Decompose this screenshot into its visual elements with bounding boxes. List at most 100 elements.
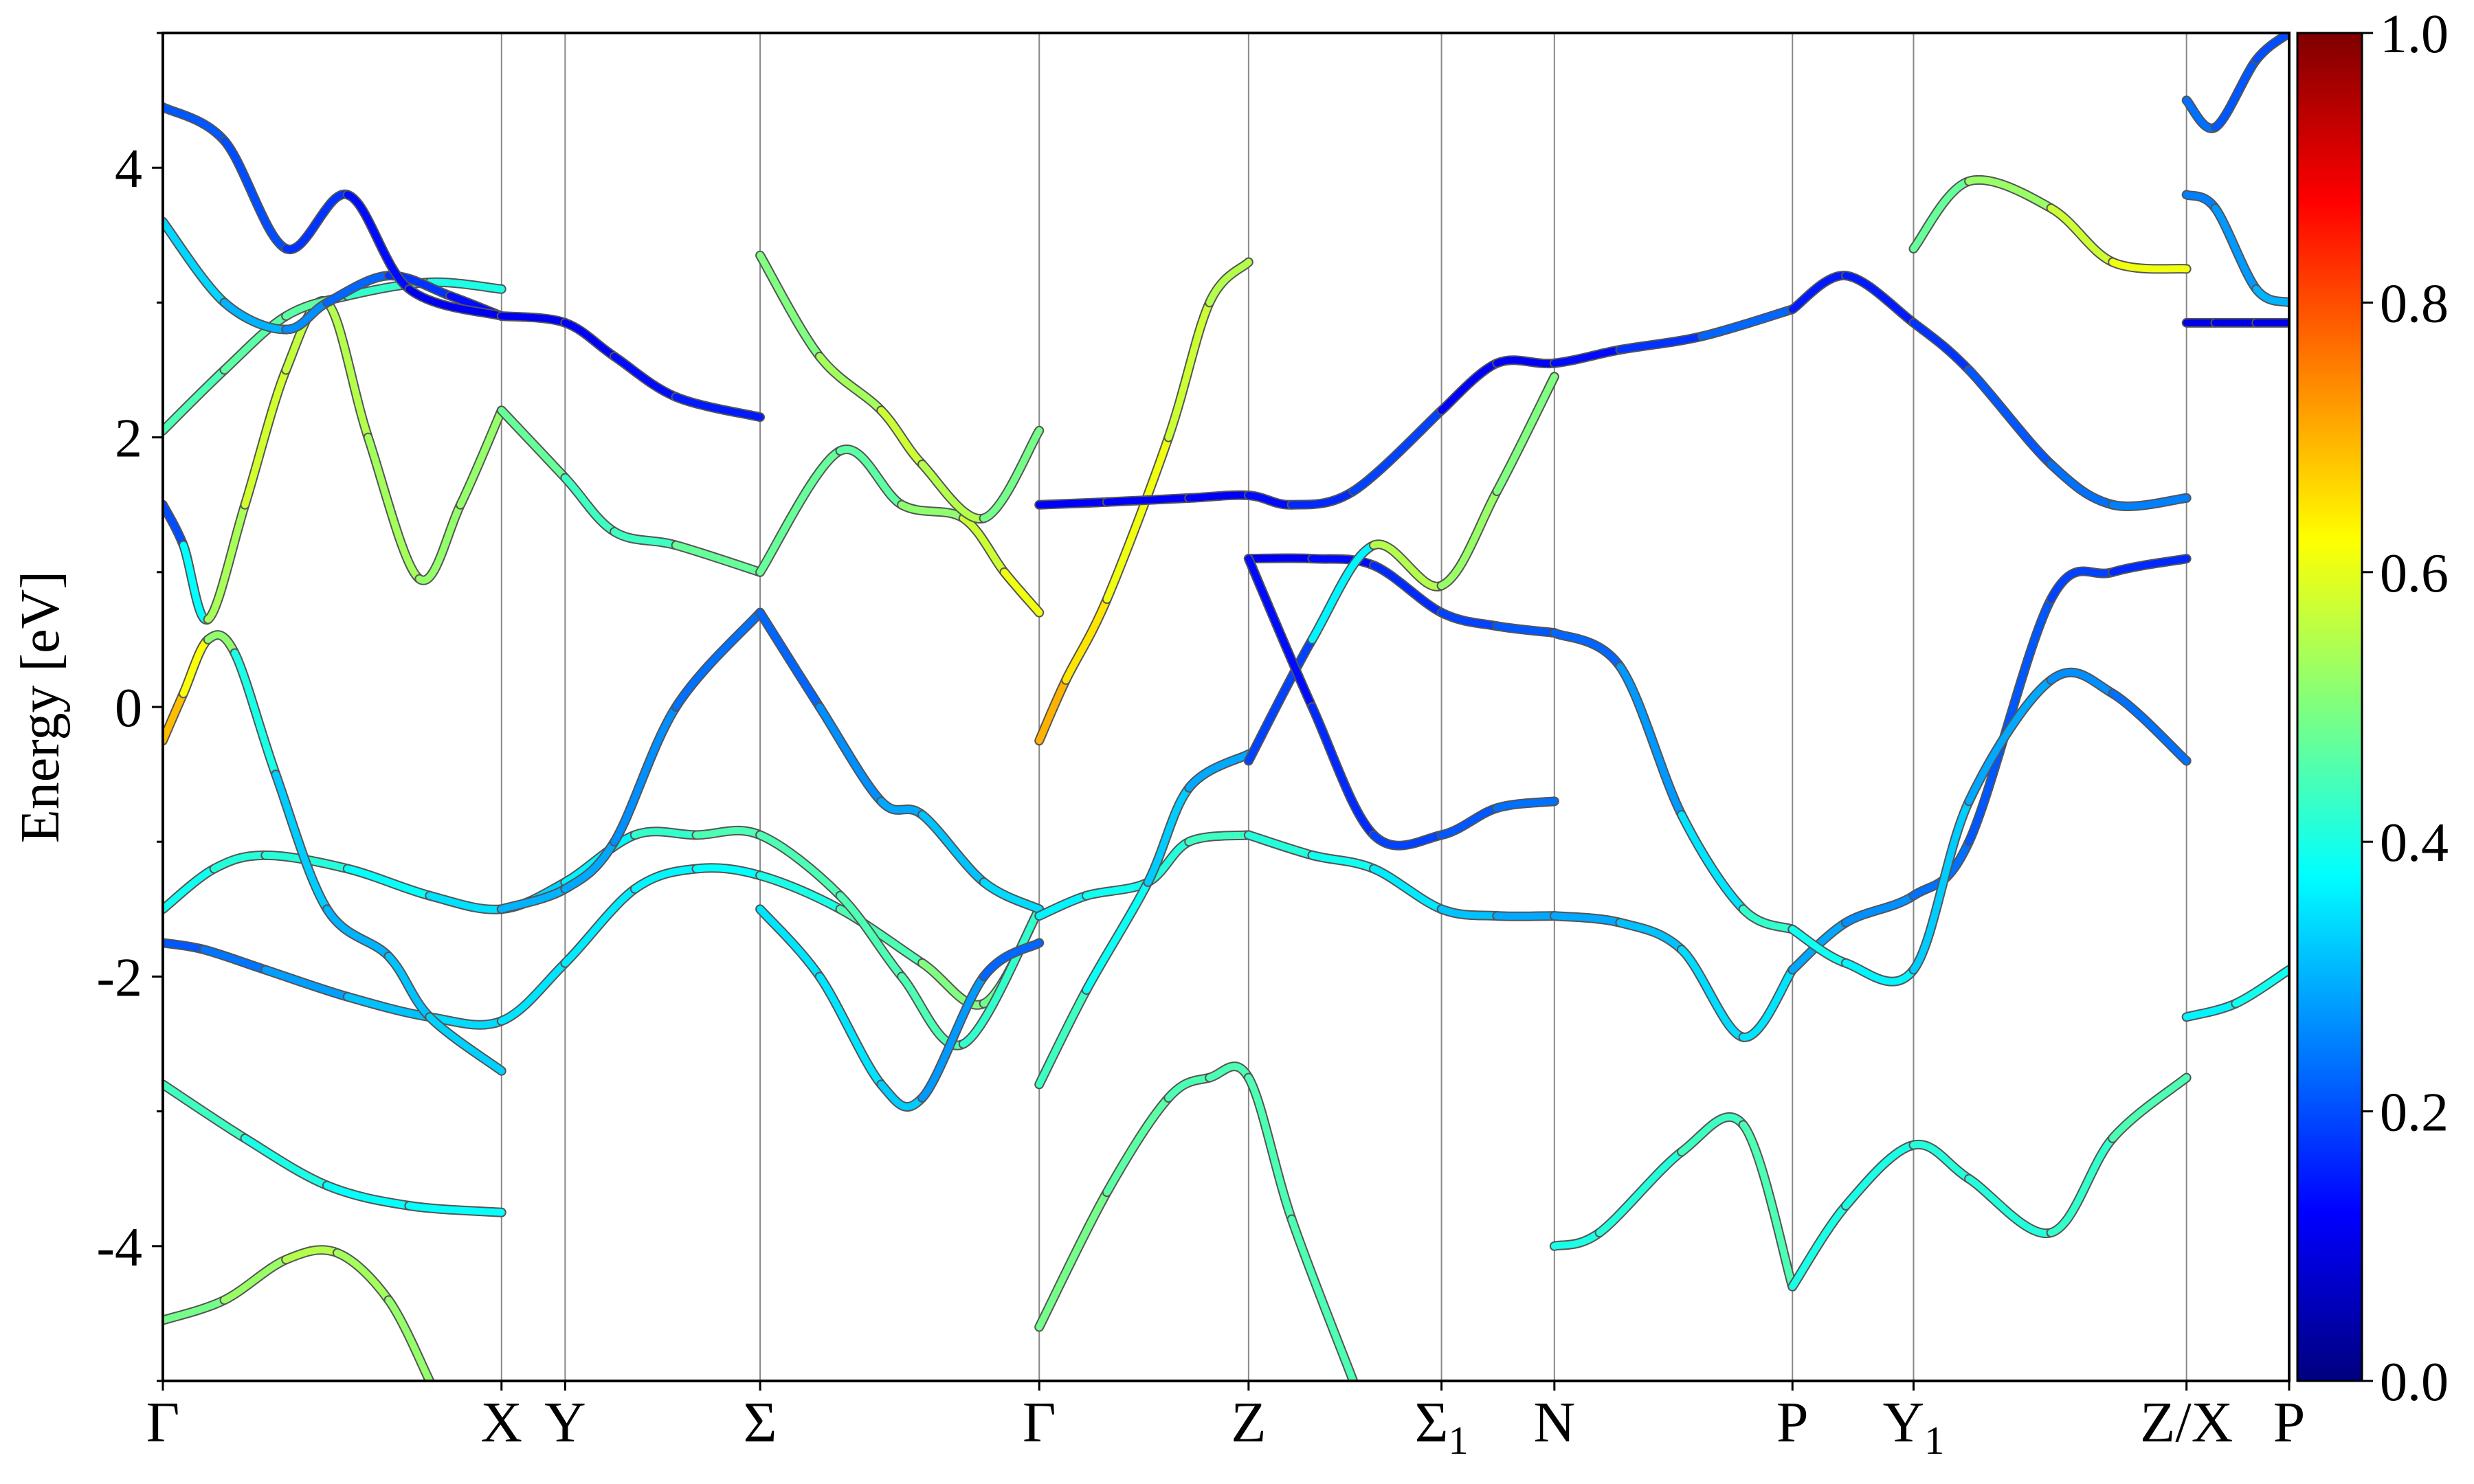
x-tick-label: P [1776, 1391, 1809, 1454]
band-27 [1549, 911, 1798, 1042]
band-segment [2047, 460, 2117, 508]
band-segment [836, 446, 906, 508]
band-segment [836, 906, 926, 967]
band-segment [1910, 798, 1973, 974]
band-37 [2181, 965, 2289, 1022]
band-segment [816, 704, 885, 805]
band-segment [282, 1246, 341, 1263]
band-segment [561, 885, 638, 967]
band-segment [898, 973, 967, 1049]
band-segment [1165, 299, 1214, 441]
band-segment [457, 407, 505, 508]
band-segment [1206, 1063, 1252, 1081]
band-segment [1206, 258, 1252, 306]
x-tick-label: P [2273, 1391, 2306, 1454]
band-20 [1034, 1061, 1359, 1381]
band-segment [1965, 366, 2055, 468]
band-segment [693, 864, 764, 879]
band-36 [2181, 190, 2289, 308]
x-tick-label: Γ [146, 1391, 180, 1454]
band-segment [1308, 555, 1378, 569]
band-segment [163, 865, 218, 913]
band-segment [204, 501, 249, 623]
band-31 [1787, 667, 2192, 987]
band-segment [200, 946, 269, 974]
band-7 [163, 1079, 506, 1217]
band-segment [1965, 596, 2055, 846]
x-tick-label: N [1534, 1391, 1576, 1454]
band-segment [631, 865, 700, 892]
band-2 [163, 630, 506, 1076]
band-segment [2109, 494, 2190, 510]
band-segment [1616, 663, 1685, 818]
colorbar-tick-label: 1.0 [2380, 4, 2449, 65]
band-segment [2253, 33, 2289, 64]
band-segment [919, 811, 988, 886]
band-22 [1243, 830, 1559, 921]
band-segment [757, 831, 844, 899]
band-segment [1842, 272, 1917, 326]
band-segment [1550, 1229, 1603, 1250]
band-segment [221, 1256, 290, 1304]
band-segment [498, 959, 569, 1025]
band-segment [1789, 272, 1849, 313]
band-segment [1103, 1094, 1172, 1196]
band-segment [980, 879, 1043, 913]
band-segment [272, 771, 331, 913]
band-33 [1908, 175, 2192, 274]
band-segment [1438, 805, 1501, 839]
band-segment [561, 474, 618, 535]
band-segment [878, 407, 926, 468]
band-segment [1185, 750, 1252, 791]
band-segment [672, 609, 764, 710]
band-16 [1034, 257, 1253, 746]
band-segment [693, 827, 764, 839]
band-segment [323, 906, 392, 960]
colorbar-tick-label: 0.0 [2380, 1352, 2449, 1413]
band-segment [898, 501, 967, 522]
band-segment [498, 407, 569, 482]
band-segment [1082, 879, 1152, 994]
band-segment [919, 973, 988, 1101]
band-segment [1103, 494, 1193, 506]
band-segment [2109, 555, 2190, 576]
x-tick-label: Y1 [1883, 1391, 1945, 1463]
band-segment [1698, 306, 1796, 340]
band-23 [1243, 372, 1559, 766]
colorbar-tick-label: 0.4 [2380, 813, 2449, 873]
band-segment [1965, 176, 2055, 212]
band-segment [344, 191, 413, 293]
x-tick-label: Z [1231, 1391, 1266, 1454]
colorbar: 0.0 0.2 0.4 0.6 0.8 1.0 [2296, 4, 2449, 1413]
band-segment [1288, 1215, 1357, 1381]
band-segment [2109, 690, 2190, 765]
band-13 [755, 904, 1045, 1112]
band-21 [1243, 553, 1559, 638]
band-8 [163, 1245, 435, 1381]
band-17 [1034, 405, 1447, 510]
colorbar-tick-label: 0.2 [2380, 1083, 2449, 1143]
band-segment [611, 352, 680, 401]
band-segment [1965, 1175, 2055, 1237]
band-segment [1245, 1074, 1295, 1223]
band-segment [323, 1182, 413, 1209]
band-segment [2109, 1074, 2190, 1142]
x-tick-subscript: 1 [1924, 1418, 1944, 1463]
band-segment [816, 352, 885, 414]
band-segment [1308, 704, 1378, 839]
band-segment [1550, 346, 1624, 367]
band-24 [1243, 554, 1559, 851]
band-segment [426, 892, 505, 913]
band-segment [1036, 1189, 1111, 1331]
band-segment [1550, 912, 1624, 926]
band-segment [561, 838, 618, 892]
band-segment [1036, 676, 1070, 745]
band-segment [1036, 892, 1090, 920]
band-segment [959, 906, 1043, 1048]
band-segment [1144, 784, 1193, 886]
band-segment [344, 865, 434, 899]
band-segment [1036, 987, 1090, 1088]
band-6 [163, 102, 506, 322]
band-segment [210, 851, 269, 873]
band-segment [1596, 1148, 1685, 1237]
